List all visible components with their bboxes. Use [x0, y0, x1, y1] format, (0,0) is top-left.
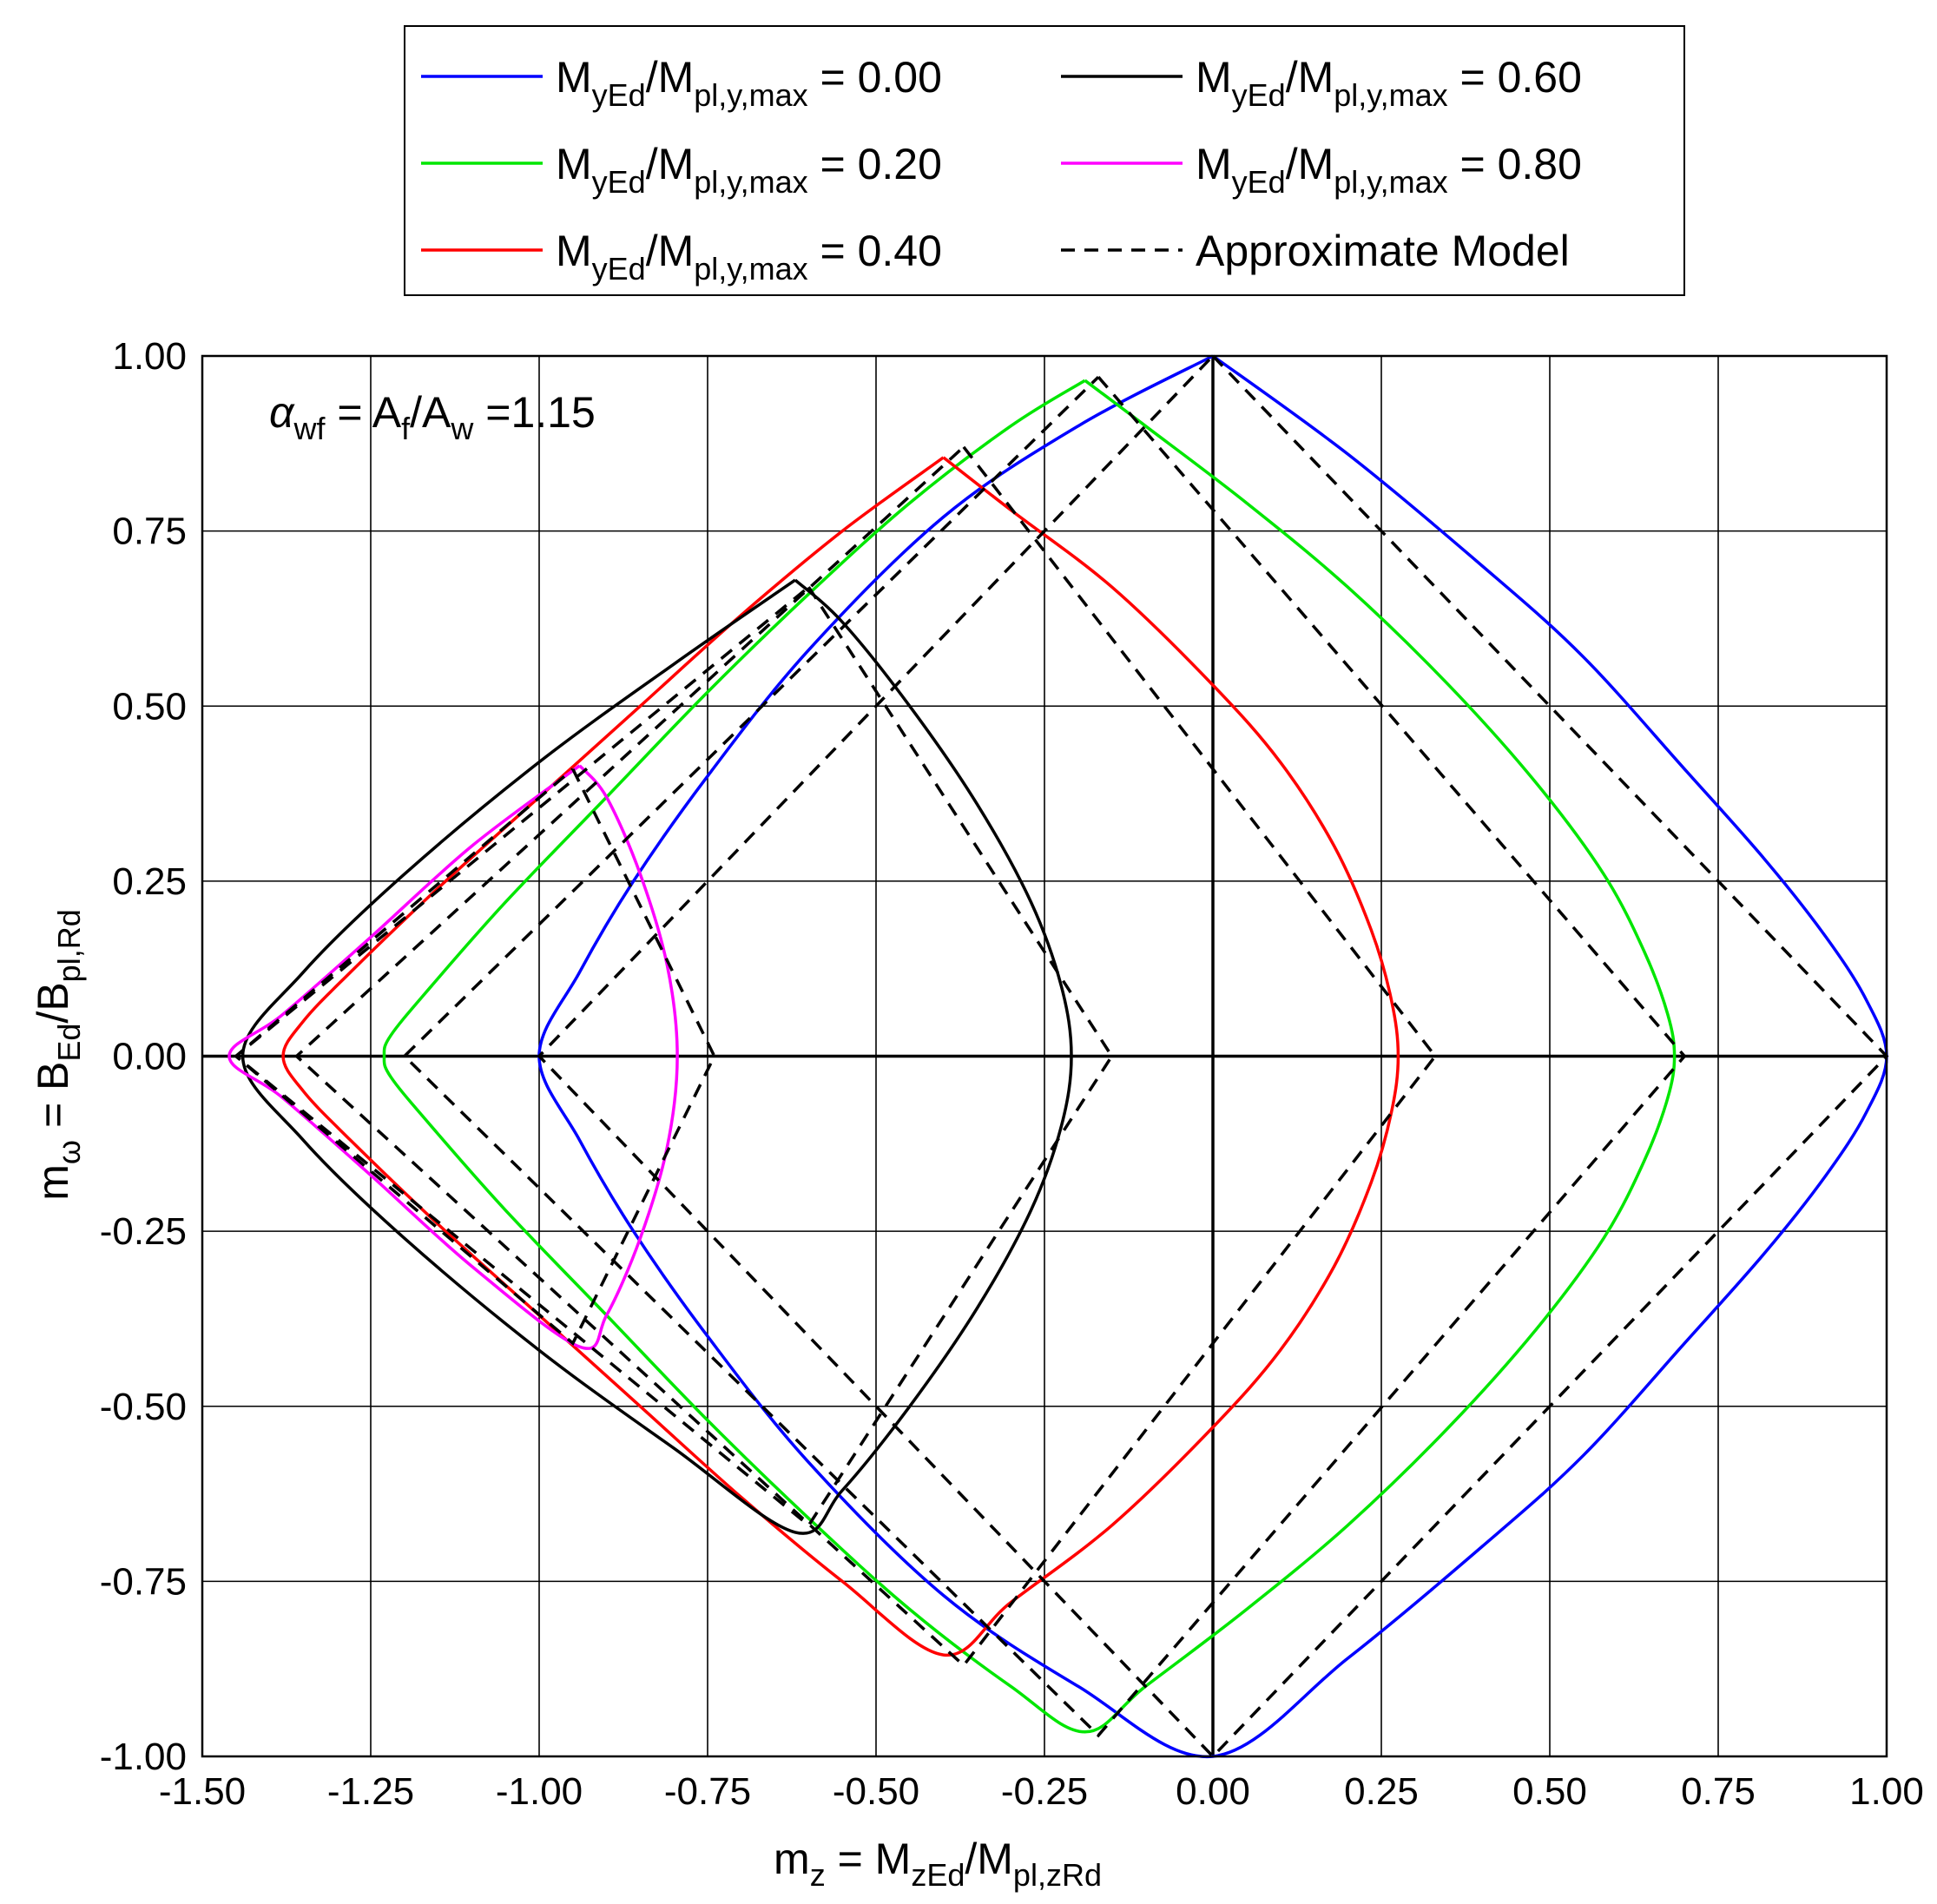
- y-tick-label: -0.25: [100, 1210, 187, 1253]
- x-tick-label: -0.75: [664, 1770, 751, 1813]
- x-tick-label: -0.25: [1001, 1770, 1088, 1813]
- series-line-1: [382, 379, 1677, 1734]
- legend-label: MyEd/Mpl,y,max = 0.80: [1196, 140, 1582, 200]
- series-approx-model-polygon: [402, 375, 1687, 1738]
- y-tick-label: -0.75: [100, 1560, 187, 1603]
- legend-label: Approximate Model: [1196, 227, 1570, 275]
- x-tick-label: 0.50: [1512, 1770, 1587, 1813]
- y-tick-label: 0.25: [112, 860, 187, 903]
- x-tick-labels: -1.50 -1.25 -1.00 -0.75 -0.50 -0.25 0.00 0.25 0.…: [159, 1770, 1924, 1813]
- series-line-3: [240, 578, 1073, 1535]
- plot-frame: [201, 354, 1888, 1758]
- legend-box: [404, 25, 1685, 296]
- legend-label: MyEd/Mpl,y,max = 0.40: [556, 227, 942, 287]
- series-approx-model-polygon: [537, 354, 1889, 1759]
- legend-label: MyEd/Mpl,y,max = 0.00: [556, 53, 942, 113]
- x-axis-title: mz = MzEd/Mpl,zRd: [774, 1835, 1102, 1893]
- x-tick-label: 0.25: [1344, 1770, 1419, 1813]
- y-tick-label: 1.00: [112, 335, 187, 378]
- y-tick-labels: -1.00 -0.75 -0.50 -0.25 0.00 0.25 0.50 0.75 1.00: [100, 335, 187, 1778]
- x-tick-label: 0.00: [1176, 1770, 1250, 1813]
- alpha-annotation: αwf = Af/Aw =1.15: [269, 388, 596, 446]
- y-tick-label: 0.00: [112, 1036, 187, 1078]
- x-tick-label: -1.25: [327, 1770, 414, 1813]
- series-line-4: [227, 764, 679, 1350]
- zero-axis-lines: [202, 356, 1887, 1756]
- y-tick-label: 0.50: [112, 685, 187, 728]
- y-tick-label: -0.50: [100, 1386, 187, 1428]
- data-series: [227, 354, 1889, 1759]
- x-tick-label: -1.00: [496, 1770, 583, 1813]
- x-tick-label: 1.00: [1849, 1770, 1924, 1813]
- x-tick-label: 0.75: [1681, 1770, 1756, 1813]
- y-axis-title: mω = BEd/Bpl,Rd: [29, 909, 87, 1200]
- series-approx-model-polygon: [234, 768, 716, 1346]
- y-tick-label: 0.75: [112, 511, 187, 553]
- y-tick-label: -1.00: [100, 1736, 187, 1778]
- series-approx-model-polygon: [294, 445, 1438, 1668]
- x-tick-label: -1.50: [159, 1770, 246, 1813]
- x-tick-label: -0.50: [833, 1770, 919, 1813]
- series-line-0: [537, 354, 1888, 1759]
- legend-label: MyEd/Mpl,y,max = 0.20: [556, 140, 942, 200]
- series-line-2: [281, 456, 1400, 1657]
- legend-label: MyEd/Mpl,y,max = 0.60: [1196, 53, 1582, 113]
- legend: MyEd/Mpl,y,max = 0.00 MyEd/Mpl,y,max = 0.…: [404, 25, 1685, 296]
